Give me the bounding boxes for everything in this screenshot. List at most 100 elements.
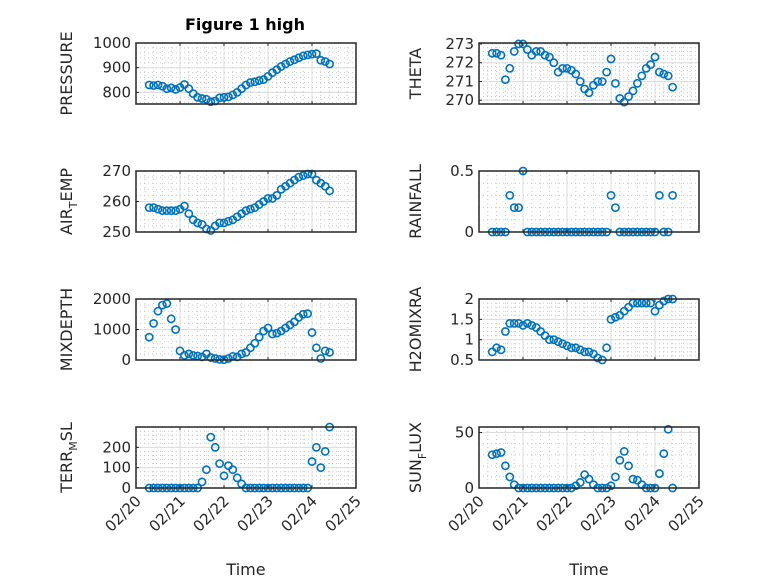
data-point	[184, 349, 194, 359]
subplot-rainfall: 0 0.5 RAINFALL	[406, 162, 700, 241]
data-point	[540, 50, 550, 60]
data-point	[276, 62, 286, 71]
y-axis-label: MIXDEPTH	[57, 288, 76, 371]
y-tick-label: 1	[464, 331, 474, 349]
data-point	[320, 446, 330, 456]
axes-background	[479, 299, 699, 360]
data-point	[663, 424, 673, 434]
data-point	[206, 432, 216, 442]
data-point	[245, 78, 255, 87]
data-point	[215, 218, 224, 228]
subplot-terr-msl: 02/20 02/21 02/22 02/23 02/24 02/25 0 100 200 TER…	[57, 422, 365, 535]
data-point	[153, 306, 163, 316]
data-point	[505, 63, 515, 73]
data-point	[514, 203, 523, 212]
data-point	[197, 219, 207, 229]
data-point	[289, 55, 299, 65]
data-point	[606, 190, 616, 200]
data-point	[646, 60, 655, 69]
data-point	[496, 448, 506, 457]
data-point	[500, 327, 510, 336]
y-tick-label: 250	[102, 223, 131, 241]
data-point	[655, 469, 664, 478]
data-point	[628, 474, 638, 484]
data-point	[149, 203, 158, 212]
data-point	[166, 314, 176, 324]
data-point	[149, 318, 158, 328]
data-point	[157, 300, 167, 310]
data-point	[492, 343, 501, 353]
data-point	[659, 296, 669, 306]
data-point	[580, 470, 589, 480]
data-point	[659, 449, 669, 459]
x-tick-label: 02/25	[322, 492, 365, 535]
data-point	[223, 92, 233, 102]
axes-background	[136, 427, 356, 488]
data-point	[562, 63, 572, 73]
y-tick-label: 273	[445, 35, 474, 53]
data-point	[307, 49, 317, 59]
y-tick-label: 0.5	[450, 351, 474, 369]
y-tick-label: 100	[102, 459, 131, 477]
data-point	[668, 82, 677, 92]
data-point	[602, 67, 611, 77]
subplot-mixdepth: 0 1000 2000 MIXDEPTH	[57, 288, 357, 371]
data-point	[496, 50, 506, 60]
data-point	[571, 343, 581, 353]
data-point	[567, 343, 576, 353]
data-point	[545, 52, 554, 62]
y-tick-label: 1000	[93, 34, 131, 52]
axes-box	[478, 42, 700, 105]
data-point	[650, 306, 660, 316]
y-tick-label: 900	[102, 59, 131, 77]
data-point	[325, 59, 334, 69]
axes-box	[135, 42, 357, 105]
data-point	[624, 92, 633, 101]
data-point	[320, 346, 330, 356]
data-point	[206, 226, 216, 235]
data-point	[215, 459, 224, 468]
data-point	[298, 171, 308, 180]
data-point	[584, 88, 594, 98]
y-axis-label: PRESSURE	[57, 31, 76, 115]
data-point	[307, 328, 317, 337]
data-point	[153, 80, 163, 90]
data-point	[611, 472, 620, 482]
data-point	[316, 354, 326, 363]
data-point	[188, 351, 198, 360]
data-point	[171, 325, 180, 334]
x-axis-label-right: Time	[568, 560, 608, 579]
data-point	[320, 57, 330, 66]
data-point	[619, 97, 629, 107]
data-point	[144, 332, 154, 342]
axes-box	[478, 298, 700, 361]
data-point	[571, 69, 581, 79]
y-axis-label: H2OMIXRA	[406, 287, 425, 373]
data-point	[584, 474, 594, 484]
data-point	[562, 341, 572, 351]
data-point	[184, 84, 194, 94]
subplot-pressure: 800 900 1000 PRESSURE	[57, 31, 357, 116]
x-tick-label: 02/22	[190, 492, 233, 535]
data-point	[611, 312, 620, 322]
data-point	[514, 318, 523, 328]
data-point	[144, 80, 154, 90]
data-point	[228, 90, 238, 100]
data-point	[197, 94, 207, 103]
data-point	[531, 47, 541, 56]
axes-box	[478, 170, 700, 233]
data-point	[575, 478, 585, 487]
data-point	[615, 455, 625, 465]
data-point	[633, 475, 642, 485]
y-tick-label: 260	[102, 193, 131, 211]
data-point	[219, 218, 229, 228]
axes-background	[136, 43, 356, 104]
data-point	[241, 347, 251, 357]
subplot-h2omixra: 0.5 1 1.5 2 H2OMIXRA	[406, 287, 700, 373]
data-point	[245, 204, 255, 214]
data-point	[241, 80, 251, 90]
data-point	[584, 347, 594, 357]
data-point	[655, 67, 664, 77]
data-point	[553, 337, 563, 347]
